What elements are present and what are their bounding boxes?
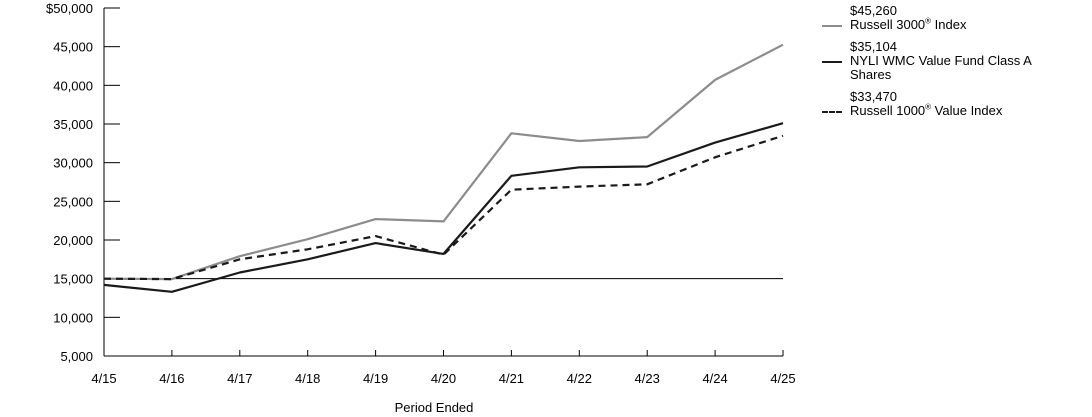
legend-swatch-solid-gray (822, 25, 842, 27)
x-tick-label: 4/20 (431, 371, 456, 386)
y-tick-label: 25,000 (53, 194, 93, 209)
y-tick-label: $50,000 (46, 1, 93, 16)
legend-label: Russell 1000® Value Index (850, 102, 1003, 118)
legend-item-russell-1000-value: $33,470 Russell 1000® Value Index (822, 90, 1082, 118)
y-tick-label: 45,000 (53, 40, 93, 55)
y-axis-ticks: $50,000 45,000 40,000 35,000 30,000 25,000 20,… (46, 1, 120, 364)
x-tick-label: 4/25 (770, 371, 795, 386)
series-line-2 (103, 134, 784, 281)
y-tick-label: 20,000 (53, 233, 93, 248)
legend-end-value: $35,104 (850, 39, 897, 54)
x-tick-label: 4/19 (363, 371, 388, 386)
legend-swatch-dashed-black (822, 111, 842, 113)
growth-line-chart: $50,000 45,000 40,000 35,000 30,000 25,000 20,… (46, 1, 796, 415)
legend-item-fund: $35,104 NYLI WMC Value Fund Class A Shar… (822, 40, 1082, 82)
x-tick-label: 4/22 (567, 371, 592, 386)
series-line-0 (103, 43, 784, 281)
legend-label: NYLI WMC Value Fund Class A Shares (850, 53, 1032, 82)
y-tick-label: 35,000 (53, 117, 93, 132)
x-axis-title: Period Ended (395, 400, 474, 415)
series-line-1 (103, 122, 784, 293)
legend-end-value: $45,260 (850, 3, 897, 18)
y-tick-label: 40,000 (53, 78, 93, 93)
legend: $45,260 Russell 3000® Index $35,104 NYLI… (822, 4, 1082, 126)
y-tick-label: 10,000 (53, 310, 93, 325)
y-tick-label: 30,000 (53, 156, 93, 171)
x-tick-label: 4/21 (499, 371, 524, 386)
y-tick-label: 15,000 (53, 272, 93, 287)
x-tick-label: 4/15 (91, 371, 116, 386)
x-tick-label: 4/16 (159, 371, 184, 386)
legend-item-russell-3000: $45,260 Russell 3000® Index (822, 4, 1082, 32)
series-lines (103, 43, 784, 293)
legend-label: Russell 3000® Index (850, 16, 967, 32)
legend-swatch-solid-black (822, 61, 842, 63)
legend-end-value: $33,470 (850, 89, 897, 104)
x-tick-label: 4/17 (227, 371, 252, 386)
y-tick-label: 5,000 (60, 349, 93, 364)
x-tick-label: 4/18 (295, 371, 320, 386)
x-axis-ticks: 4/15 4/16 4/17 4/18 4/19 4/20 4/21 4/22 4/23 4/24… (91, 350, 796, 386)
x-tick-label: 4/24 (702, 371, 727, 386)
x-tick-label: 4/23 (635, 371, 660, 386)
